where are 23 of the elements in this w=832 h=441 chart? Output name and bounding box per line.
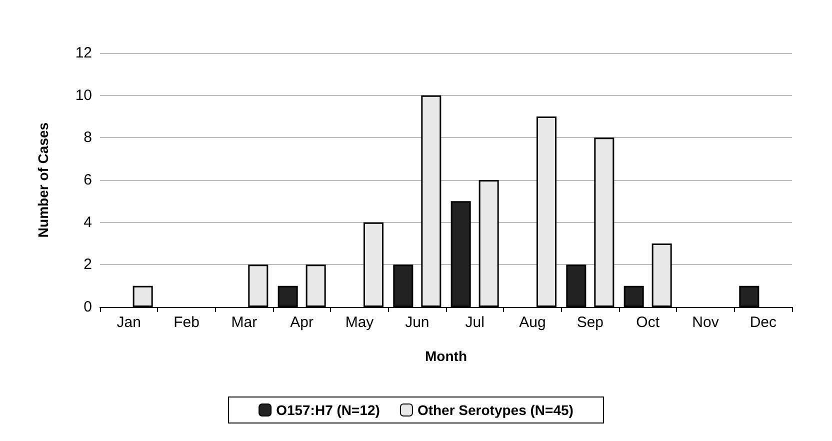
y-tick-label: 4 xyxy=(84,214,92,231)
y-tick-label: 2 xyxy=(84,256,92,274)
legend-label: O157:H7 (N=12) xyxy=(276,402,380,418)
x-tick-label: Jul xyxy=(465,314,484,331)
x-axis-title: Month xyxy=(425,348,467,364)
x-tick-label: May xyxy=(345,314,374,331)
x-tick-label: Jun xyxy=(405,314,430,331)
y-tick-label: 8 xyxy=(84,129,92,146)
y-tick-label: 10 xyxy=(75,86,92,104)
x-tick-label: Mar xyxy=(231,314,258,331)
legend-label: Other Serotypes (N=45) xyxy=(417,402,574,418)
x-tick-label: Jan xyxy=(116,314,141,331)
y-axis-title: Number of Cases xyxy=(35,122,51,238)
x-tick-label: Dec xyxy=(750,314,777,331)
x-tick-label: Nov xyxy=(692,314,720,331)
y-tick-label: 6 xyxy=(84,172,92,188)
x-tick-label: Feb xyxy=(174,314,200,331)
x-tick-label: Oct xyxy=(636,314,660,331)
y-tick-label: 0 xyxy=(84,298,92,316)
x-tick-label: Apr xyxy=(290,314,314,331)
x-tick-label: Aug xyxy=(519,314,546,331)
y-tick-label: 12 xyxy=(75,44,92,62)
x-tick-label: Sep xyxy=(576,314,604,331)
